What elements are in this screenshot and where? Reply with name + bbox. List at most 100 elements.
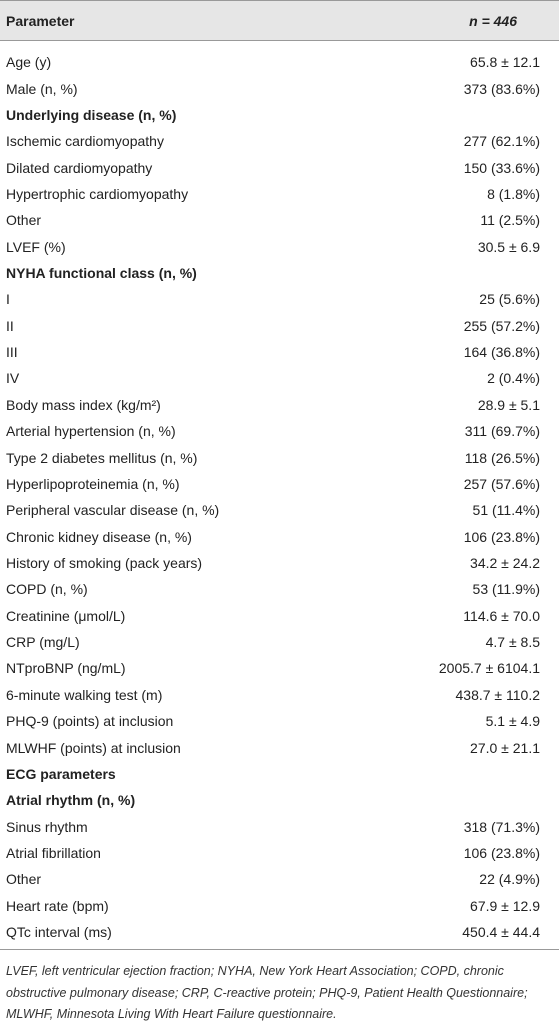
section-heading: Atrial rhythm (n, %) bbox=[6, 792, 136, 809]
table-header: Parameter n = 446 bbox=[0, 1, 559, 41]
parameter-cell: Other bbox=[6, 212, 42, 229]
value-cell: 2 (0.4%) bbox=[487, 370, 540, 387]
value-cell: 25 (5.6%) bbox=[479, 291, 540, 308]
parameter-cell: COPD (n, %) bbox=[6, 581, 88, 598]
value-cell: 438.7 ± 110.2 bbox=[455, 686, 541, 703]
parameter-cell: Sinus rhythm bbox=[6, 818, 88, 835]
parameter-cell: PHQ-9 (points) at inclusion bbox=[6, 713, 174, 730]
value-cell: 4.7 ± 8.5 bbox=[485, 634, 540, 651]
value-cell: 27.0 ± 21.1 bbox=[470, 739, 540, 756]
section-heading: Underlying disease (n, %) bbox=[6, 106, 177, 123]
parameter-cell: Arterial hypertension (n, %) bbox=[6, 423, 176, 440]
table-row: Body mass index (kg/m²) 28.9 ± 5.1 bbox=[0, 392, 559, 418]
table-row: LVEF (%) 30.5 ± 6.9 bbox=[0, 234, 559, 260]
value-cell: 22 (4.9%) bbox=[479, 871, 540, 888]
table-row: Type 2 diabetes mellitus (n, %) 118 (26.5… bbox=[0, 444, 559, 470]
value-cell: 450.4 ± 44.4 bbox=[462, 924, 540, 941]
section-row: Underlying disease (n, %) bbox=[0, 102, 559, 128]
value-cell: 255 (57.2%) bbox=[463, 317, 540, 334]
value-cell: 5.1 ± 4.9 bbox=[485, 713, 540, 730]
table-row: I 25 (5.6%) bbox=[0, 286, 559, 312]
value-cell: 106 (23.8%) bbox=[463, 528, 540, 545]
value-cell: 257 (57.6%) bbox=[463, 475, 540, 492]
value-cell: 53 (11.9%) bbox=[472, 581, 540, 598]
value-cell: 311 (69.7%) bbox=[464, 423, 540, 440]
section-row: ECG parameters bbox=[0, 761, 559, 787]
parameter-cell: 6-minute walking test (m) bbox=[6, 686, 163, 703]
table-row: Heart rate (bpm) 67.9 ± 12.9 bbox=[0, 893, 559, 919]
value-cell: 65.8 ± 12.1 bbox=[470, 54, 540, 71]
table-row: Peripheral vascular disease (n, %) 51 (11… bbox=[0, 497, 559, 523]
section-row: NYHA functional class (n, %) bbox=[0, 260, 559, 286]
table-row: Ischemic cardiomyopathy 277 (62.1%) bbox=[0, 128, 559, 154]
table-row: IV 2 (0.4%) bbox=[0, 365, 559, 391]
parameter-cell: NTproBNP (ng/mL) bbox=[6, 660, 126, 677]
table-row: Atrial fibrillation 106 (23.8%) bbox=[0, 840, 559, 866]
parameter-cell: III bbox=[6, 344, 18, 361]
table-row: Hyperlipoproteinemia (n, %) 257 (57.6%) bbox=[0, 471, 559, 497]
value-cell: 51 (11.4%) bbox=[472, 502, 540, 519]
value-cell: 106 (23.8%) bbox=[463, 844, 540, 861]
header-cell: Parameter bbox=[6, 12, 75, 29]
table-row: NTproBNP (ng/mL) 2005.7 ± 6104.1 bbox=[0, 655, 559, 681]
table-row: Male (n, %) 373 (83.6%) bbox=[0, 75, 559, 101]
parameter-cell: Male (n, %) bbox=[6, 80, 78, 97]
table-row: Chronic kidney disease (n, %) 106 (23.8%) bbox=[0, 523, 559, 549]
section-heading: ECG parameters bbox=[6, 765, 116, 782]
table-row: PHQ-9 (points) at inclusion 5.1 ± 4.9 bbox=[0, 708, 559, 734]
value-cell: 164 (36.8%) bbox=[463, 344, 540, 361]
value-cell: 318 (71.3%) bbox=[463, 818, 540, 835]
value-cell: 11 (2.5%) bbox=[480, 212, 540, 229]
table-row: II 255 (57.2%) bbox=[0, 313, 559, 339]
parameter-cell: Hypertrophic cardiomyopathy bbox=[6, 185, 189, 202]
value-cell: 67.9 ± 12.9 bbox=[470, 897, 540, 914]
parameter-cell: Atrial fibrillation bbox=[6, 844, 101, 861]
table-row: Other 11 (2.5%) bbox=[0, 207, 559, 233]
parameter-cell: Dilated cardiomyopathy bbox=[6, 159, 153, 176]
value-cell: 277 (62.1%) bbox=[463, 133, 540, 150]
table-row: Hypertrophic cardiomyopathy 8 (1.8%) bbox=[0, 181, 559, 207]
parameter-cell: IV bbox=[6, 370, 20, 387]
value-cell: 30.5 ± 6.9 bbox=[477, 238, 540, 255]
table-row: QTc interval (ms) 450.4 ± 44.4 bbox=[0, 919, 559, 945]
parameter-cell: Chronic kidney disease (n, %) bbox=[6, 528, 192, 545]
table-row: Creatinine (μmol/L) 114.6 ± 70.0 bbox=[0, 603, 559, 629]
parameter-cell: I bbox=[6, 291, 10, 308]
parameter-cell: Other bbox=[6, 871, 42, 888]
section-heading: NYHA functional class (n, %) bbox=[6, 265, 197, 282]
footnote: LVEF, left ventricular ejection fraction… bbox=[6, 964, 528, 1021]
value-cell: 8 (1.8%) bbox=[487, 185, 540, 202]
table-row: Age (y) 65.8 ± 12.1 bbox=[0, 49, 559, 75]
table-row: COPD (n, %) 53 (11.9%) bbox=[0, 576, 559, 602]
table-row: Dilated cardiomyopathy 150 (33.6%) bbox=[0, 154, 559, 180]
parameter-cell: Ischemic cardiomyopathy bbox=[6, 133, 164, 150]
table-row: Sinus rhythm 318 (71.3%) bbox=[0, 813, 559, 839]
value-cell: 28.9 ± 5.1 bbox=[477, 396, 540, 413]
table: Parameter n = 446 Age (y) 65.8 ± 12.1 Male… bbox=[0, 0, 559, 951]
parameter-cell: Body mass index (kg/m²) bbox=[6, 396, 161, 413]
table-body: Age (y) 65.8 ± 12.1 Male (n, %) 373 (83.6%)… bbox=[0, 49, 559, 945]
parameter-cell: Hyperlipoproteinemia (n, %) bbox=[6, 475, 180, 492]
parameter-cell: LVEF (%) bbox=[6, 238, 66, 255]
value-cell: 2005.7 ± 6104.1 bbox=[438, 660, 540, 677]
value-cell: 34.2 ± 24.2 bbox=[470, 555, 540, 571]
value-cell: 114.6 ± 70.0 bbox=[463, 607, 540, 624]
parameter-cell: Peripheral vascular disease (n, %) bbox=[6, 502, 220, 519]
value-cell: 373 (83.6%) bbox=[463, 80, 540, 97]
table-row: III 164 (36.8%) bbox=[0, 339, 559, 365]
table-row: Other 22 (4.9%) bbox=[0, 866, 559, 892]
parameter-cell: CRP (mg/L) bbox=[6, 634, 80, 651]
parameter-cell: Creatinine (μmol/L) bbox=[6, 607, 126, 624]
parameter-cell: QTc interval (ms) bbox=[6, 924, 112, 941]
table-row: 6-minute walking test (m) 438.7 ± 110.2 bbox=[0, 682, 559, 708]
table-row: MLWHF (points) at inclusion 27.0 ± 21.1 bbox=[0, 734, 559, 760]
header-cell: n = 446 bbox=[469, 12, 517, 29]
value-cell: 118 (26.5%) bbox=[464, 449, 540, 466]
parameter-cell: History of smoking (pack years) bbox=[6, 555, 203, 571]
value-cell: 150 (33.6%) bbox=[463, 159, 540, 176]
table-row: CRP (mg/L) 4.7 ± 8.5 bbox=[0, 629, 559, 655]
section-row: Atrial rhythm (n, %) bbox=[0, 787, 559, 813]
table-row: Arterial hypertension (n, %) 311 (69.7%) bbox=[0, 418, 559, 444]
parameter-cell: II bbox=[6, 317, 14, 334]
